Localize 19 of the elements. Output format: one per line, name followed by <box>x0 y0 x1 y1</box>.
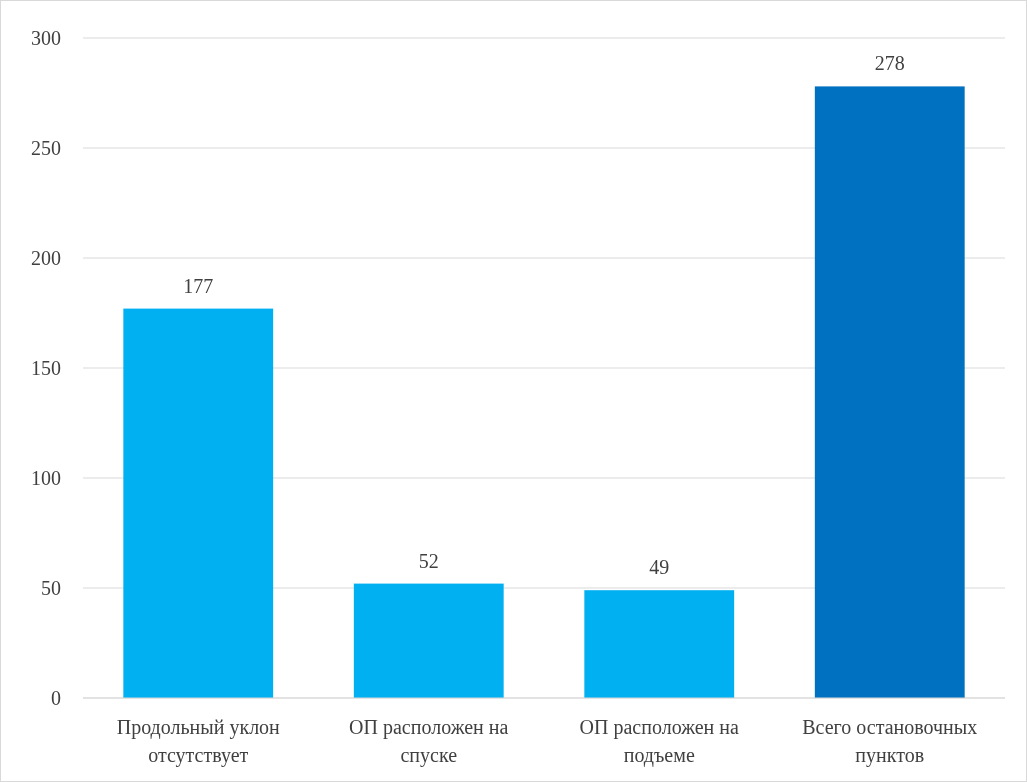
data-label: 52 <box>418 549 439 572</box>
y-tick-label: 200 <box>31 247 61 269</box>
x-tick-label: Всего остановочных пунктов <box>802 716 978 767</box>
bar <box>353 583 504 698</box>
y-tick-label: 300 <box>31 27 61 49</box>
x-tick-label: Продольный уклон отсутствует <box>116 716 281 767</box>
data-label: 278 <box>874 52 905 75</box>
bar <box>123 308 274 698</box>
y-tick-label: 50 <box>41 577 61 599</box>
bar <box>584 590 735 698</box>
data-label: 177 <box>183 274 214 297</box>
y-tick-label: 100 <box>31 467 61 489</box>
x-tick-label: ОП расположен на спуске <box>349 716 509 767</box>
y-tick-label: 250 <box>31 137 61 159</box>
x-tick-label: ОП расположен на подъеме <box>579 716 740 767</box>
bar <box>814 86 965 698</box>
data-label: 49 <box>649 556 670 579</box>
y-tick-label: 0 <box>51 687 61 709</box>
y-tick-label: 150 <box>31 357 61 379</box>
